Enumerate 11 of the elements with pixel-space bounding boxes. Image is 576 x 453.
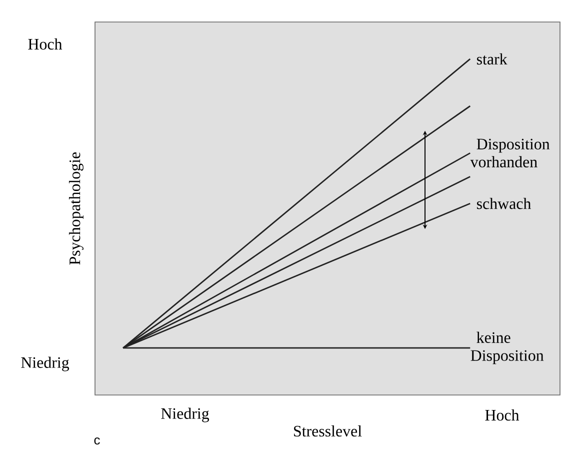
text: Hoch bbox=[485, 409, 520, 421]
text: Hoch bbox=[28, 38, 62, 50]
y-axis-title: Psychopathologie bbox=[68, 152, 84, 265]
text: Niedrig bbox=[21, 356, 70, 372]
series-label: stark bbox=[476, 53, 508, 65]
text: c bbox=[94, 437, 100, 445]
x-axis-title: Stresslevel bbox=[294, 425, 362, 437]
series-label: keine Disposition bbox=[470, 332, 544, 364]
text: Niedrig bbox=[161, 408, 210, 422]
series-label: Disposition vorhanden bbox=[470, 138, 550, 168]
series-label: schwach bbox=[476, 198, 532, 210]
